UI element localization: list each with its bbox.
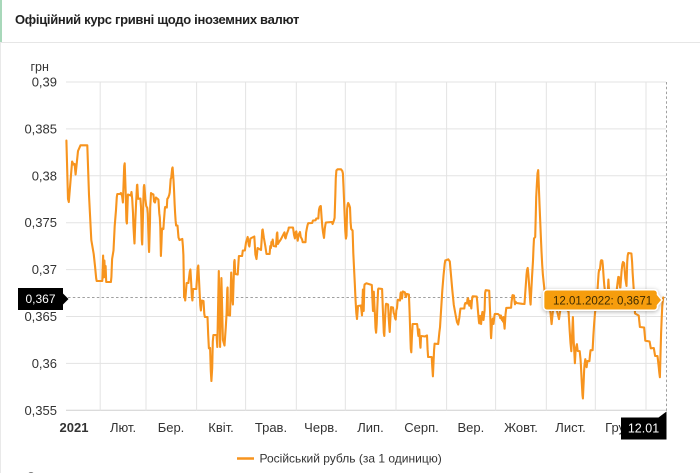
- svg-text:Вер.: Вер.: [458, 420, 485, 435]
- svg-text:0,365: 0,365: [24, 309, 57, 324]
- svg-text:Бер.: Бер.: [158, 420, 185, 435]
- svg-text:0,37: 0,37: [32, 262, 57, 277]
- svg-text:0,355: 0,355: [24, 403, 57, 418]
- svg-text:Квіт.: Квіт.: [208, 420, 234, 435]
- svg-text:2021: 2021: [60, 420, 89, 435]
- svg-text:12.01.2022: 0,3671: 12.01.2022: 0,3671: [553, 296, 652, 308]
- svg-text:0,375: 0,375: [24, 215, 57, 230]
- svg-text:0,39: 0,39: [32, 75, 57, 90]
- svg-text:0,367: 0,367: [25, 292, 55, 306]
- svg-text:0,36: 0,36: [32, 356, 57, 371]
- svg-text:0,385: 0,385: [24, 121, 57, 136]
- svg-text:0,38: 0,38: [32, 168, 57, 183]
- svg-text:Лист.: Лист.: [555, 420, 585, 435]
- svg-text:Жовт.: Жовт.: [504, 420, 538, 435]
- svg-text:Черв.: Черв.: [304, 420, 338, 435]
- svg-text:Російський рубль (за 1 одиницю: Російський рубль (за 1 одиницю): [260, 452, 442, 466]
- svg-text:Лип.: Лип.: [357, 420, 383, 435]
- svg-text:Лют.: Лют.: [110, 420, 136, 435]
- svg-text:Трав.: Трав.: [255, 420, 287, 435]
- svg-text:Серп.: Серп.: [404, 420, 439, 435]
- svg-text:грн: грн: [31, 60, 50, 74]
- svg-text:12.01: 12.01: [628, 422, 659, 436]
